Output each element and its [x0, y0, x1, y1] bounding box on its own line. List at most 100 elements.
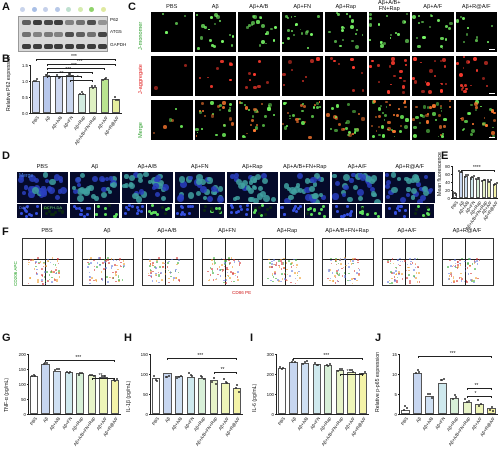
- cell: [28, 191, 35, 198]
- significance-bracket: [467, 388, 492, 390]
- cell: [255, 173, 262, 180]
- cell: [391, 61, 395, 65]
- data-point: [46, 74, 49, 77]
- y-tick-label: 0: [447, 195, 450, 201]
- event-dot: [341, 275, 344, 277]
- cell: [71, 185, 76, 191]
- cell: [263, 195, 270, 202]
- cell: [154, 175, 161, 182]
- cell: [365, 175, 373, 183]
- data-point: [317, 363, 320, 366]
- event-dot: [51, 257, 54, 259]
- y-axis-title: CD206 APC: [13, 261, 18, 286]
- event-dot: [170, 271, 173, 274]
- y-tick-mark: [450, 190, 452, 191]
- cell: [492, 111, 496, 115]
- flow-plot: [202, 238, 254, 286]
- cell: [286, 124, 289, 127]
- event-dot: [227, 275, 230, 278]
- cell: [433, 75, 436, 78]
- cell: [461, 16, 465, 21]
- cell: [475, 69, 479, 72]
- event-dot: [414, 266, 417, 269]
- cell: [251, 115, 255, 118]
- event-dot: [27, 261, 30, 264]
- western-band: [65, 32, 75, 37]
- cell: [155, 212, 159, 216]
- cell: [483, 117, 486, 119]
- event-dot: [460, 272, 462, 275]
- column-label: Aβ+A/B: [249, 4, 269, 10]
- cell: [213, 13, 218, 18]
- event-dot: [464, 260, 466, 263]
- event-dot: [283, 266, 285, 269]
- significance-bracket: [47, 76, 82, 78]
- event-dot: [351, 257, 354, 260]
- event-dot: [328, 270, 330, 273]
- cell: [105, 176, 110, 182]
- data-point: [471, 176, 474, 179]
- event-dot: [120, 261, 122, 264]
- event-dot: [227, 268, 229, 271]
- western-band: [43, 20, 53, 25]
- event-dot: [416, 266, 419, 268]
- cell: [349, 209, 353, 213]
- event-dot: [167, 269, 170, 272]
- micrograph-image: [325, 12, 367, 52]
- cell: [393, 74, 396, 78]
- event-dot: [228, 259, 230, 262]
- cell: [272, 39, 276, 42]
- cell: [321, 195, 326, 200]
- data-point: [340, 368, 343, 370]
- western-band: [54, 20, 64, 25]
- cell: [350, 58, 354, 62]
- event-dot: [32, 259, 34, 261]
- cell: [76, 182, 81, 187]
- event-dot: [219, 269, 222, 271]
- dcfh-micrograph: [409, 204, 434, 218]
- bar: [493, 184, 498, 198]
- y-tick-mark: [148, 394, 150, 395]
- event-dot: [115, 280, 117, 283]
- cell: [431, 14, 434, 18]
- cell: [32, 187, 39, 194]
- cell: [308, 135, 312, 140]
- event-dot: [349, 279, 351, 282]
- event-dot: [454, 265, 456, 268]
- event-dot: [296, 274, 299, 277]
- event-dot: [47, 258, 50, 261]
- event-dot: [408, 266, 410, 269]
- bar: [76, 373, 85, 414]
- event-dot: [409, 258, 411, 260]
- cell: [314, 104, 317, 107]
- data-point: [224, 380, 227, 383]
- event-dot: [396, 281, 398, 284]
- event-dot: [330, 257, 332, 260]
- western-band: [86, 32, 96, 37]
- cell: [340, 189, 346, 195]
- event-dot: [280, 280, 282, 283]
- cell: [100, 177, 106, 182]
- x-axis-line: [452, 198, 498, 199]
- cell: [366, 182, 373, 188]
- event-dot: [226, 266, 228, 269]
- event-dot: [57, 258, 60, 261]
- event-dot: [460, 279, 463, 282]
- dapi-micrograph: [17, 204, 42, 218]
- event-dot: [217, 273, 219, 276]
- data-point: [455, 193, 458, 196]
- event-dot: [102, 268, 105, 270]
- event-dot: [356, 272, 358, 274]
- cell: [210, 113, 215, 118]
- lane-dot: [89, 7, 94, 12]
- chart-h-il1b: 0 50 100 150 IL-1β (pg/mL) PBS Aβ Aβ+A/B Aβ+FN Aβ…: [122, 336, 247, 463]
- cell: [147, 210, 151, 214]
- cell: [406, 187, 411, 192]
- cell: [211, 209, 215, 213]
- cell: [108, 190, 113, 195]
- event-dot: [274, 272, 276, 274]
- event-dot: [267, 277, 269, 280]
- event-dot: [229, 271, 232, 274]
- event-dot: [213, 262, 216, 264]
- row-label: J-monomer: [138, 21, 144, 50]
